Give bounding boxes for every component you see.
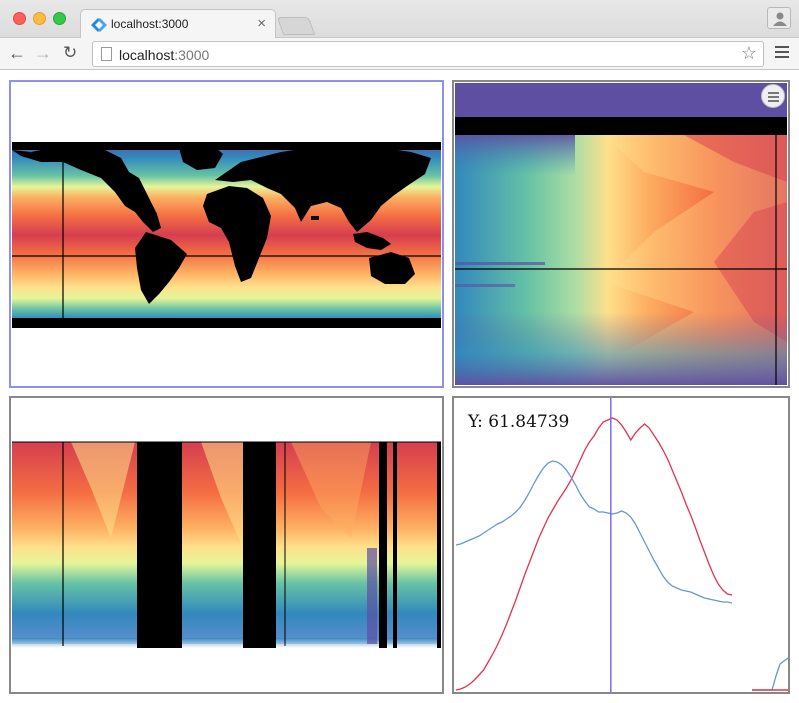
arrow-right-icon[interactable]: → bbox=[34, 43, 52, 63]
browser-title-bar: localhost:3000 × bbox=[0, 0, 799, 39]
new-tab-button[interactable] bbox=[276, 17, 316, 35]
y-readout: Y: 61.84739 bbox=[468, 412, 570, 432]
hovmoller-panel[interactable] bbox=[452, 80, 790, 388]
minimize-window-button[interactable] bbox=[33, 12, 46, 25]
arrow-left-icon[interactable]: ← bbox=[8, 43, 26, 63]
tab-title: localhost:3000 bbox=[111, 17, 189, 31]
close-window-button[interactable] bbox=[13, 12, 26, 25]
app-favicon-icon bbox=[91, 18, 107, 32]
depth-profile-plot[interactable] bbox=[11, 398, 442, 692]
sst-map-plot[interactable] bbox=[11, 82, 442, 386]
series-line-1 bbox=[455, 460, 733, 604]
hamburger-menu-icon[interactable] bbox=[775, 46, 789, 61]
person-icon bbox=[773, 12, 787, 26]
series-tail-segment bbox=[752, 657, 788, 691]
browser-tab[interactable]: localhost:3000 × bbox=[80, 9, 276, 39]
hamburger-menu-icon[interactable] bbox=[761, 84, 785, 108]
map-panel[interactable] bbox=[9, 80, 444, 388]
depth-profile-panel[interactable] bbox=[9, 396, 444, 694]
line-plot[interactable] bbox=[454, 398, 788, 692]
hovmoller-top-band bbox=[455, 83, 787, 117]
landmass-shapes bbox=[12, 142, 441, 328]
star-icon[interactable]: ☆ bbox=[740, 43, 757, 63]
profile-button[interactable] bbox=[767, 7, 791, 29]
reload-icon[interactable]: ↻ bbox=[63, 43, 78, 62]
browser-toolbar: ← → ↻ localhost:3000 ☆ bbox=[0, 38, 799, 70]
hovmoller-cold-top bbox=[455, 135, 575, 175]
page-icon bbox=[101, 47, 112, 61]
hovmoller-cold-bottom bbox=[455, 312, 787, 385]
address-bar[interactable]: localhost:3000 ☆ bbox=[92, 41, 764, 67]
line-plot-panel[interactable]: Y: 61.84739 bbox=[452, 396, 790, 694]
hovmoller-plot[interactable] bbox=[454, 82, 788, 386]
hovmoller-missing-band bbox=[455, 117, 787, 135]
url-text[interactable]: localhost:3000 bbox=[119, 47, 210, 63]
maximize-window-button[interactable] bbox=[53, 12, 66, 25]
tab-close-icon[interactable]: × bbox=[257, 15, 266, 32]
series-line-0 bbox=[455, 417, 733, 691]
depth-missing-columns bbox=[137, 442, 441, 648]
